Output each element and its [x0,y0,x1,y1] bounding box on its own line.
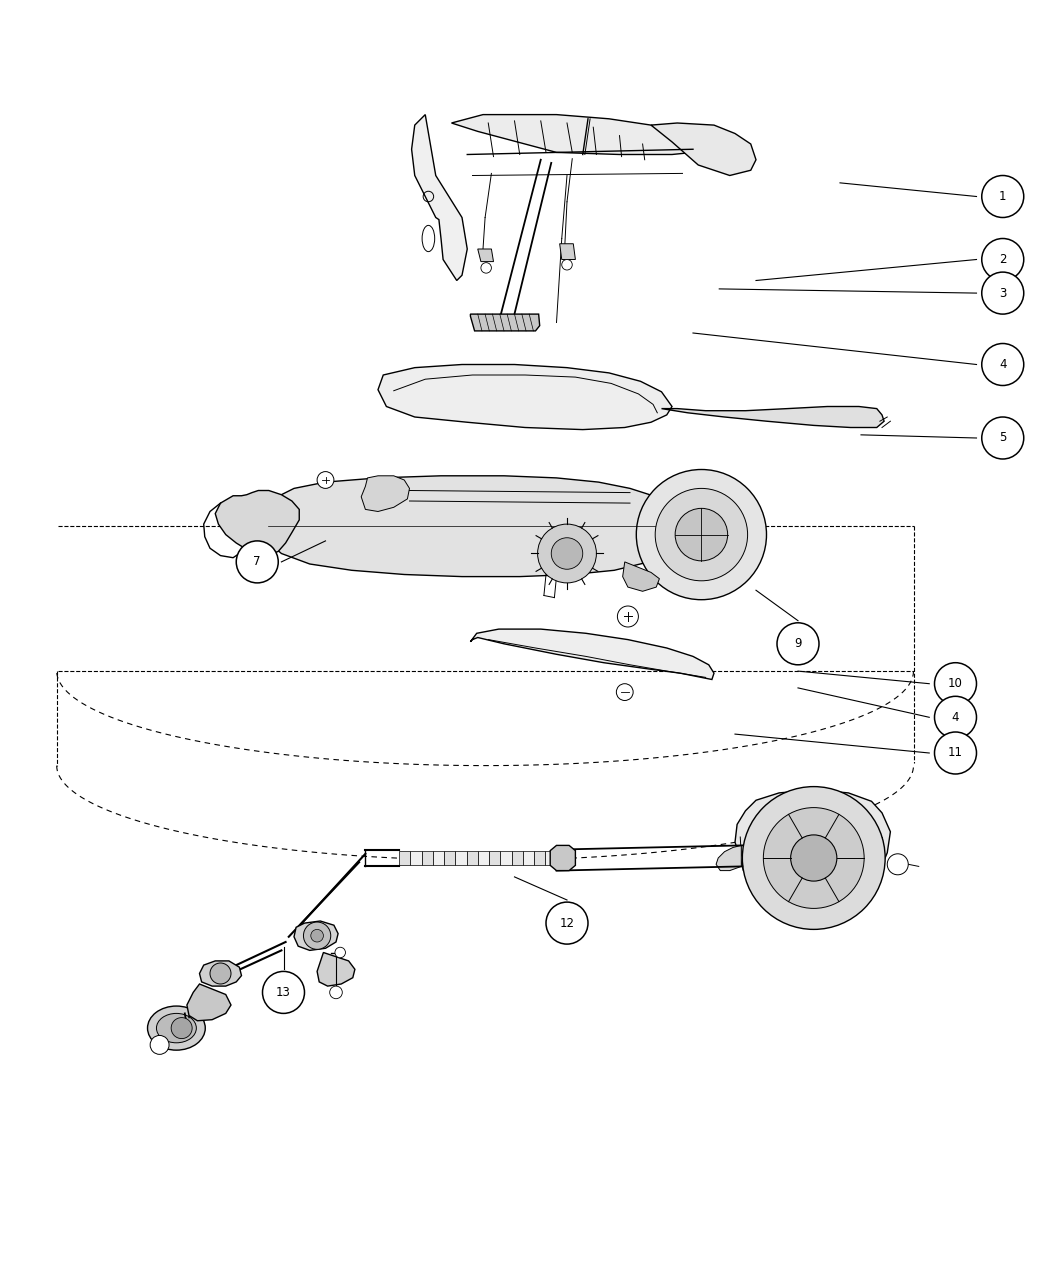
Text: 2: 2 [999,252,1007,266]
Bar [489,850,500,866]
Circle shape [171,1017,192,1039]
Polygon shape [257,476,682,576]
Polygon shape [215,491,299,556]
Bar [433,850,444,866]
Polygon shape [470,629,714,680]
Bar [444,850,456,866]
Text: 9: 9 [794,638,802,650]
Circle shape [210,963,231,984]
Circle shape [562,260,572,270]
Circle shape [934,696,976,738]
Circle shape [887,854,908,875]
Polygon shape [560,244,575,260]
Text: 5: 5 [999,431,1007,445]
Circle shape [311,929,323,942]
Polygon shape [378,365,672,430]
Polygon shape [623,562,659,592]
Circle shape [742,787,885,929]
Bar [411,850,421,866]
Polygon shape [412,115,467,280]
Circle shape [150,1035,169,1054]
Bar [456,850,466,866]
Text: 12: 12 [560,917,574,929]
Bar [399,850,411,866]
Polygon shape [452,115,693,154]
Bar [523,850,534,866]
Text: 11: 11 [948,746,963,760]
Text: 13: 13 [276,986,291,998]
Circle shape [546,903,588,944]
Bar [500,850,511,866]
Circle shape [330,986,342,998]
Circle shape [481,263,491,273]
Circle shape [934,663,976,705]
Circle shape [335,947,345,958]
Ellipse shape [147,1006,206,1051]
Circle shape [303,922,331,950]
Polygon shape [361,476,410,511]
Polygon shape [470,314,540,332]
Polygon shape [662,407,884,427]
Text: 10: 10 [948,677,963,690]
Circle shape [791,835,837,881]
Circle shape [551,538,583,569]
Circle shape [675,509,728,561]
Circle shape [636,469,766,599]
Polygon shape [550,845,575,871]
Text: 1: 1 [999,190,1007,203]
Circle shape [982,272,1024,314]
Polygon shape [200,961,242,986]
Polygon shape [187,984,231,1021]
Circle shape [262,972,304,1014]
Circle shape [236,541,278,583]
Bar [466,850,478,866]
Bar [511,850,523,866]
Polygon shape [317,952,355,986]
Polygon shape [735,789,890,900]
Circle shape [538,524,596,583]
Circle shape [982,417,1024,459]
Polygon shape [478,249,493,261]
Circle shape [317,472,334,488]
Circle shape [934,732,976,774]
Circle shape [617,606,638,627]
Ellipse shape [156,1014,196,1043]
Text: 7: 7 [253,556,261,569]
Text: 4: 4 [999,358,1007,371]
Text: 3: 3 [999,287,1007,300]
Circle shape [982,238,1024,280]
Polygon shape [294,921,338,950]
Circle shape [777,622,819,664]
Bar [421,850,433,866]
Bar [534,850,545,866]
Text: 4: 4 [951,710,960,724]
Polygon shape [651,122,756,176]
Circle shape [982,343,1024,385]
Circle shape [655,488,748,581]
Circle shape [763,807,864,908]
Bar [545,850,556,866]
Circle shape [616,683,633,700]
Polygon shape [716,845,741,871]
Circle shape [982,176,1024,218]
Bar [478,850,489,866]
